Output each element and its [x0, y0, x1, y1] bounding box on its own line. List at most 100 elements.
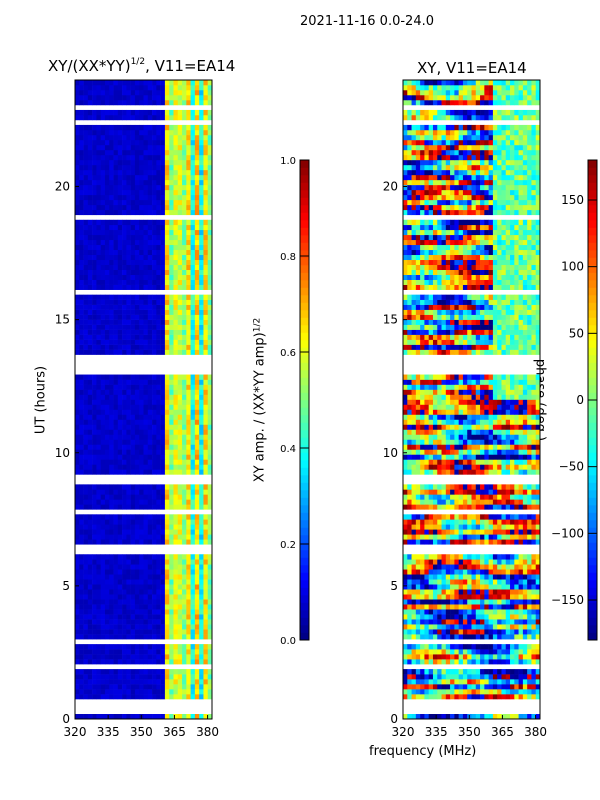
heatmap-cell: [527, 584, 532, 590]
heatmap-cell: [471, 464, 477, 470]
heatmap-cell: [177, 344, 183, 350]
heatmap-cell: [147, 499, 153, 505]
heatmap-cell: [152, 529, 157, 535]
colorbar-segment: [300, 572, 309, 581]
heatmap-cell: [510, 469, 515, 475]
heatmap-cell: [104, 624, 110, 630]
heatmap-cell: [186, 649, 191, 655]
heatmap-cell: [531, 524, 537, 530]
heatmap-cell: [79, 194, 84, 201]
heatmap-cell: [467, 494, 472, 500]
heatmap-cell: [194, 499, 200, 505]
heatmap-cell: [454, 459, 459, 465]
heatmap-cell: [403, 454, 408, 460]
heatmap-cell: [501, 684, 507, 690]
heatmap-cell: [522, 484, 528, 490]
heatmap-cell: [134, 434, 140, 440]
heatmap-cell: [143, 159, 149, 166]
heatmap-cell: [462, 574, 468, 580]
heatmap-cell: [199, 224, 204, 231]
heatmap-cell: [407, 714, 412, 720]
heatmap-cell: [207, 344, 213, 350]
heatmap-cell: [535, 559, 541, 565]
heatmap-cell: [160, 559, 166, 565]
heatmap-cell: [96, 244, 101, 251]
heatmap-cell: [147, 609, 153, 615]
heatmap-cell: [471, 584, 477, 590]
heatmap-cell: [164, 459, 170, 465]
heatmap-cell: [92, 554, 97, 560]
heatmap-cell: [207, 399, 213, 405]
heatmap-cell: [177, 464, 183, 470]
heatmap-cell: [437, 624, 442, 630]
heatmap-cell: [79, 349, 84, 355]
heatmap-cell: [173, 254, 179, 261]
heatmap-cell: [126, 229, 131, 236]
heatmap-cell: [156, 589, 161, 595]
heatmap-cell: [441, 559, 447, 565]
colorbar-segment: [300, 557, 309, 566]
heatmap-cell: [182, 634, 187, 640]
heatmap-cell: [169, 274, 174, 280]
heatmap-cell: [531, 584, 537, 590]
heatmap-cell: [100, 649, 106, 655]
heatmap-cell: [109, 609, 114, 615]
heatmap-cell: [109, 114, 114, 121]
heatmap-cell: [441, 589, 447, 595]
heatmap-cell: [454, 594, 459, 600]
heatmap-cell: [122, 494, 127, 500]
heatmap-cell: [156, 424, 161, 430]
heatmap-cell: [75, 239, 80, 246]
heatmap-cell: [207, 139, 213, 146]
heatmap-cell: [194, 249, 200, 256]
heatmap-cell: [100, 459, 106, 465]
heatmap-cell: [203, 614, 209, 620]
heatmap-cell: [83, 264, 89, 270]
heatmap-cell: [510, 514, 515, 520]
heatmap-cell: [411, 624, 417, 630]
heatmap-cell: [92, 234, 97, 241]
heatmap-cell: [92, 279, 97, 285]
heatmap-cell: [415, 669, 421, 675]
heatmap-cell: [445, 459, 451, 465]
heatmap-cell: [100, 334, 106, 340]
heatmap-cell: [531, 634, 537, 640]
heatmap-cell: [194, 579, 200, 585]
heatmap-cell: [407, 524, 412, 530]
heatmap-cell: [173, 344, 179, 350]
heatmap-cell: [122, 594, 127, 600]
heatmap-cell: [186, 224, 191, 231]
heatmap-cell: [122, 419, 127, 425]
heatmap-cell: [475, 484, 481, 490]
heatmap-cell: [160, 464, 166, 470]
heatmap-cell: [186, 469, 191, 475]
heatmap-cell: [109, 684, 114, 690]
heatmap-cell: [113, 489, 119, 495]
heatmap-cell: [177, 299, 183, 305]
heatmap-cell: [122, 399, 127, 405]
heatmap-cell: [411, 494, 417, 500]
heatmap-cell: [134, 334, 140, 340]
heatmap-cell: [173, 429, 179, 435]
heatmap-cell: [186, 80, 191, 86]
heatmap-cell: [109, 459, 114, 465]
heatmap-cell: [164, 469, 170, 475]
heatmap-cell: [134, 224, 140, 231]
heatmap-cell: [143, 94, 149, 101]
heatmap-cell: [203, 679, 209, 685]
heatmap-cell: [471, 619, 477, 625]
heatmap-cell: [194, 539, 200, 545]
heatmap-cell: [182, 274, 187, 280]
heatmap-cell: [79, 149, 84, 156]
heatmap-cell: [109, 304, 114, 310]
heatmap-cell: [156, 574, 161, 580]
heatmap-cell: [100, 139, 106, 146]
heatmap-cell: [139, 174, 144, 181]
heatmap-cell: [403, 679, 408, 685]
heatmap-cell: [484, 494, 489, 500]
colorbar-segment: [300, 317, 309, 326]
heatmap-cell: [177, 139, 183, 146]
heatmap-cell: [109, 629, 114, 635]
heatmap-cell: [96, 469, 101, 475]
heatmap-cell: [186, 634, 191, 640]
